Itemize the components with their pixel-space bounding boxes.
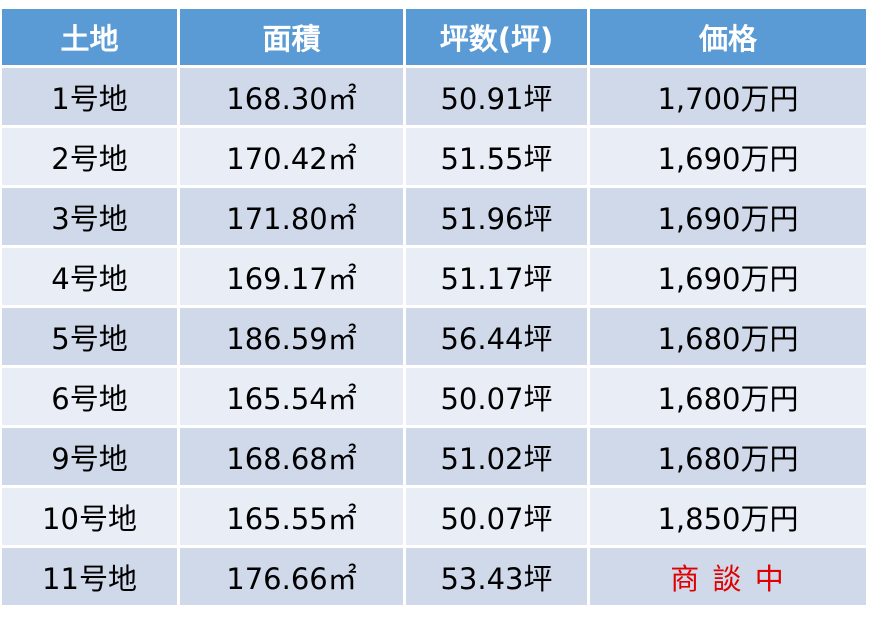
table-cell: 186.59㎡ <box>180 308 403 365</box>
table-cell: 1,680万円 <box>590 428 866 485</box>
table-cell: 1号地 <box>2 68 177 125</box>
table-cell: 165.55㎡ <box>180 488 403 545</box>
table-cell: 1,680万円 <box>590 308 866 365</box>
table-cell: 9号地 <box>2 428 177 485</box>
table-cell: 4号地 <box>2 248 177 305</box>
table-cell: 53.43坪 <box>406 548 587 605</box>
table-row: 9号地 168.68㎡ 51.02坪 1,680万円 <box>2 428 866 485</box>
price-table: 土地 面積 坪数(坪) 価格 1号地 168.30㎡ 50.91坪 1,700万円 2号地 17… <box>0 6 869 608</box>
table-cell: 170.42㎡ <box>180 128 403 185</box>
header-cell: 価格 <box>590 9 866 65</box>
table-row: 11号地 176.66㎡ 53.43坪商 談 中 <box>2 548 866 605</box>
header-row: 土地 面積 坪数(坪) 価格 <box>2 9 866 65</box>
table-row: 10号地 165.55㎡ 50.07坪 1,850万円 <box>2 488 866 545</box>
header-cell: 面積 <box>180 9 403 65</box>
table-row: 5号地 186.59㎡ 56.44坪 1,680万円 <box>2 308 866 365</box>
table-row: 3号地 171.80㎡ 51.96坪 1,690万円 <box>2 188 866 245</box>
table-cell: 5号地 <box>2 308 177 365</box>
table-cell: 169.17㎡ <box>180 248 403 305</box>
table-cell: 6号地 <box>2 368 177 425</box>
table-cell: 1,690万円 <box>590 188 866 245</box>
table-cell: 11号地 <box>2 548 177 605</box>
table-cell: 商 談 中 <box>590 548 866 605</box>
header-cell: 土地 <box>2 9 177 65</box>
table-cell: 171.80㎡ <box>180 188 403 245</box>
table-cell: 51.02坪 <box>406 428 587 485</box>
table-row: 6号地 165.54㎡ 50.07坪 1,680万円 <box>2 368 866 425</box>
table-cell: 51.17坪 <box>406 248 587 305</box>
table-cell: 1,700万円 <box>590 68 866 125</box>
table-cell: 168.30㎡ <box>180 68 403 125</box>
table-cell: 165.54㎡ <box>180 368 403 425</box>
table-cell: 51.96坪 <box>406 188 587 245</box>
table-cell: 1,680万円 <box>590 368 866 425</box>
table-body: 1号地 168.30㎡ 50.91坪 1,700万円 2号地 170.42㎡ 51.55坪 1… <box>2 68 866 605</box>
table-cell: 1,850万円 <box>590 488 866 545</box>
table-cell: 3号地 <box>2 188 177 245</box>
table-row: 4号地 169.17㎡ 51.17坪 1,690万円 <box>2 248 866 305</box>
table-cell: 1,690万円 <box>590 128 866 185</box>
table-cell: 50.07坪 <box>406 368 587 425</box>
table-cell: 2号地 <box>2 128 177 185</box>
table-cell: 50.07坪 <box>406 488 587 545</box>
table-cell: 10号地 <box>2 488 177 545</box>
table-cell: 51.55坪 <box>406 128 587 185</box>
table-row: 1号地 168.30㎡ 50.91坪 1,700万円 <box>2 68 866 125</box>
table-cell: 168.68㎡ <box>180 428 403 485</box>
table-cell: 176.66㎡ <box>180 548 403 605</box>
header-cell: 坪数(坪) <box>406 9 587 65</box>
table-row: 2号地 170.42㎡ 51.55坪 1,690万円 <box>2 128 866 185</box>
table-cell: 50.91坪 <box>406 68 587 125</box>
table-cell: 56.44坪 <box>406 308 587 365</box>
table-cell: 1,690万円 <box>590 248 866 305</box>
